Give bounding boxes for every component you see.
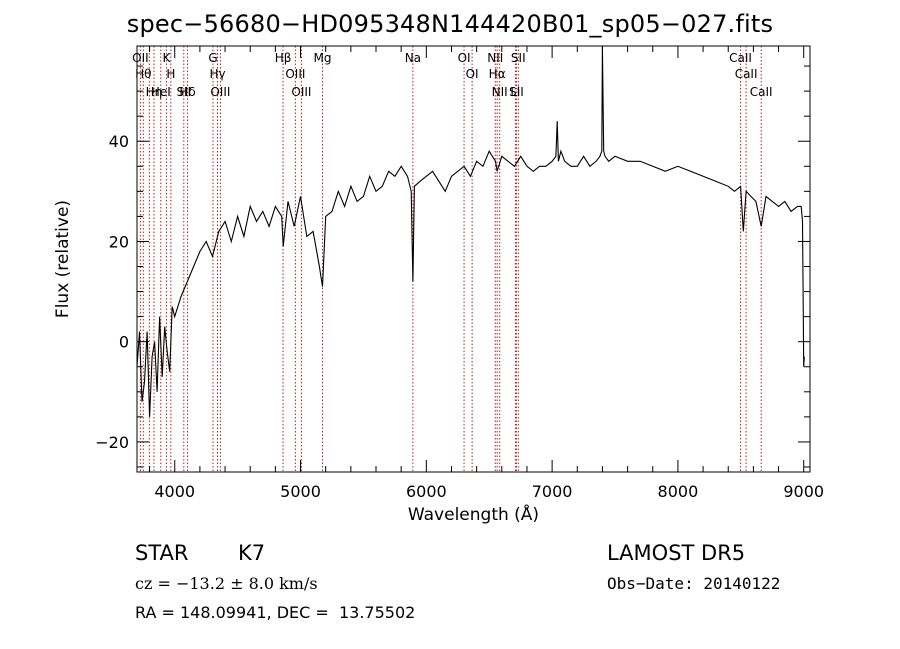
- y-tick-label: 40: [109, 132, 129, 151]
- spectral-line-label: Hα: [489, 67, 506, 81]
- chart-title: spec−56680−HD095348N144420B01_sp05−027.f…: [126, 10, 774, 38]
- spectral-line-label: K: [162, 51, 171, 65]
- survey-name: LAMOST DR5: [607, 541, 746, 565]
- spectral-line-label: Na: [405, 51, 421, 65]
- line-markers: [139, 46, 762, 472]
- spectral-line-label: Hβ: [275, 51, 292, 65]
- x-axis: 4000 5000 6000 7000 8000 9000: [149, 46, 824, 501]
- y-axis: −20 0 20 40: [95, 65, 810, 468]
- spectral-line-label: OIII: [210, 85, 230, 99]
- spectral-line-label: NII: [487, 51, 503, 65]
- spectral-line-label: Li: [510, 85, 520, 99]
- x-tick-label: 6000: [406, 482, 447, 501]
- spectral-line-label: SII: [511, 51, 526, 65]
- spectral-line-label: NII: [492, 85, 508, 99]
- y-axis-label: Flux (relative): [53, 200, 73, 318]
- spectral-line-label: G: [208, 51, 217, 65]
- spectral-line-label: OI: [466, 67, 479, 81]
- plot-frame: [136, 45, 811, 473]
- spectral-line-label: HeI: [151, 85, 171, 99]
- x-tick-label: 5000: [280, 482, 321, 501]
- x-tick-label: 8000: [658, 482, 699, 501]
- velocity-readout: cz = −13.2 ± 8.0 km/s: [135, 574, 318, 593]
- observation-date: Obs−Date: 20140122: [607, 574, 781, 593]
- spectral-line-label: Hθ: [135, 67, 151, 81]
- spectral-line-label: OIII: [291, 85, 311, 99]
- spectral-line-label: Hγ: [209, 67, 225, 81]
- spectral-line-label: Hη: [146, 85, 163, 99]
- spectral-line-label: SII: [176, 85, 191, 99]
- spectral-line-label: CaII: [735, 67, 758, 81]
- spectral-line-label: H: [166, 67, 175, 81]
- spectral-line-label: OIII: [285, 67, 305, 81]
- spectral-line-label: CaII: [729, 51, 752, 65]
- spectral-line-label: Hδ: [179, 85, 195, 99]
- x-tick-label: 9000: [783, 482, 824, 501]
- object-class: STAR: [135, 541, 189, 565]
- x-axis-label: Wavelength (Å): [408, 503, 539, 525]
- spectral-line-label: OII: [132, 51, 149, 65]
- y-tick-label: 20: [109, 232, 129, 251]
- spectral-line-label: CaII: [750, 85, 773, 99]
- spectral-line-label: SII: [509, 85, 524, 99]
- object-subclass: K7: [238, 541, 266, 565]
- spectrum-series: [136, 45, 805, 417]
- y-tick-label: 0: [119, 333, 129, 352]
- x-tick-label: 7000: [532, 482, 573, 501]
- coordinates-readout: RA = 148.09941, DEC = 13.75502: [135, 603, 416, 622]
- x-tick-label: 4000: [154, 482, 195, 501]
- y-tick-label: −20: [95, 433, 129, 452]
- spectral-line-label: OI: [458, 51, 471, 65]
- spectral-line-label: Mg: [314, 51, 332, 65]
